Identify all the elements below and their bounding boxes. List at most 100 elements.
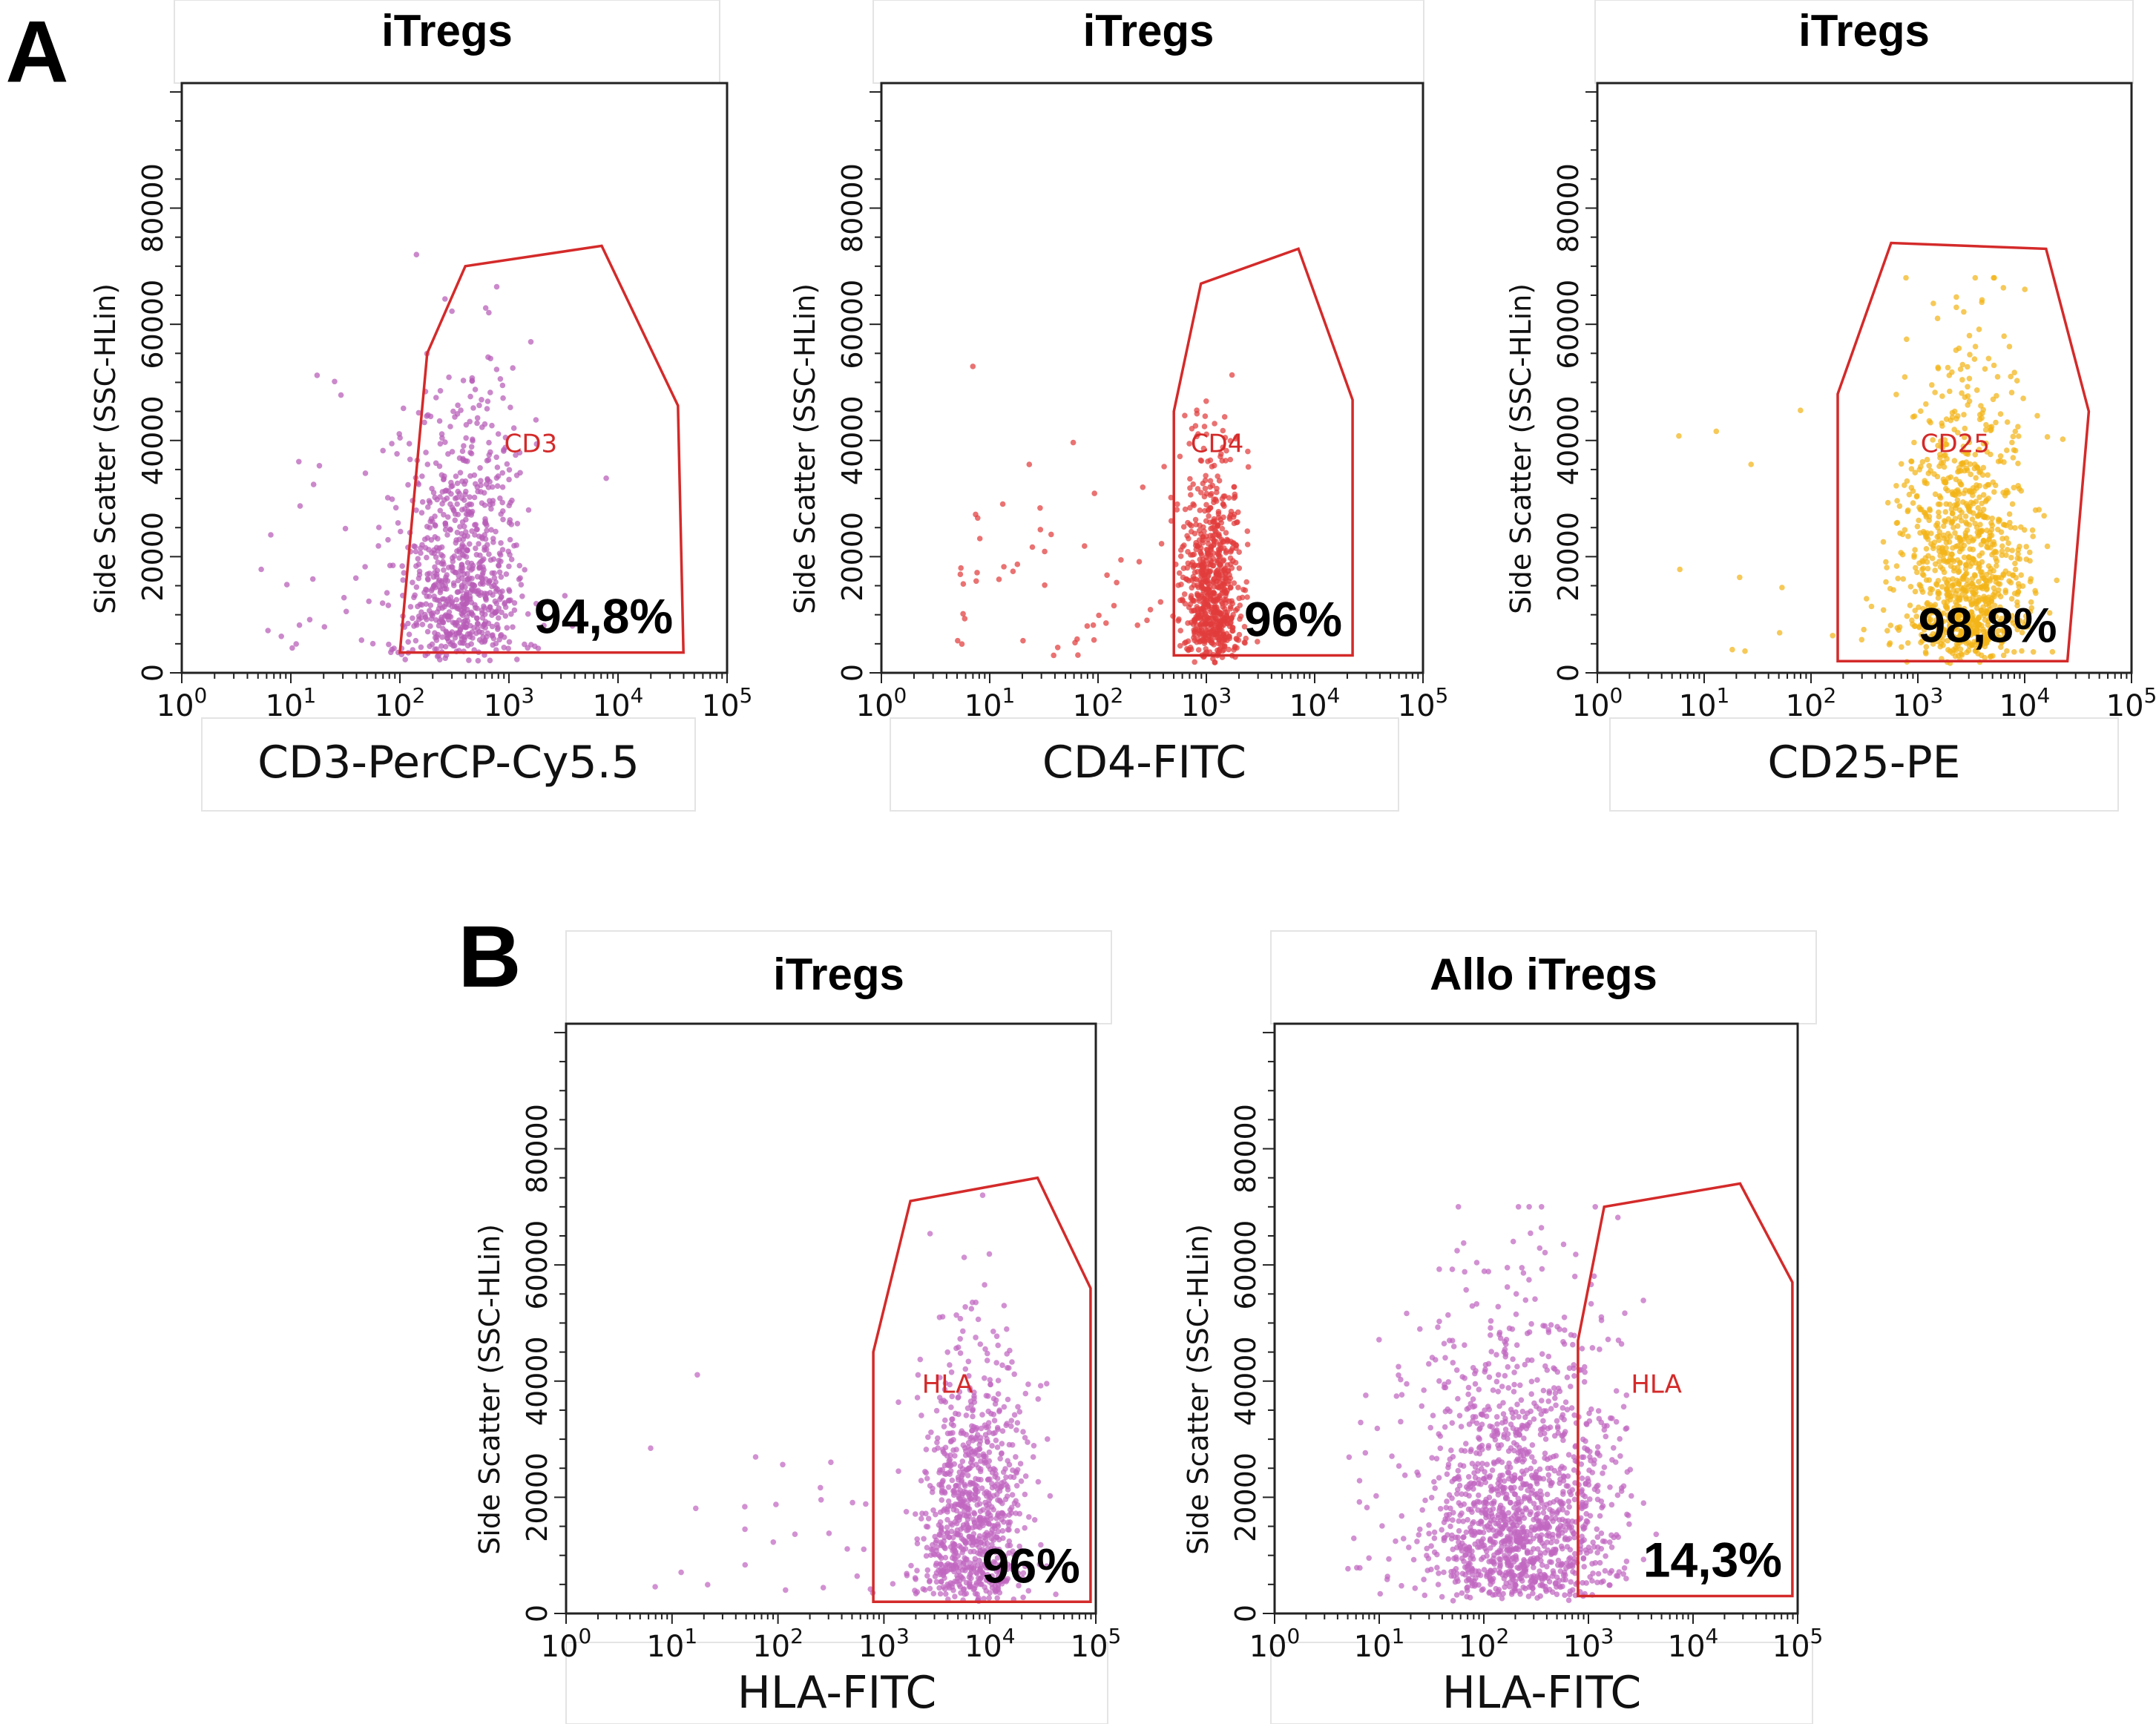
data-point bbox=[752, 1454, 759, 1460]
data-point bbox=[1473, 1260, 1480, 1266]
data-point bbox=[962, 1304, 968, 1310]
data-point bbox=[472, 386, 479, 392]
data-point bbox=[958, 1590, 964, 1596]
data-point bbox=[418, 550, 424, 556]
data-point bbox=[442, 520, 449, 527]
data-point bbox=[525, 645, 530, 651]
data-point bbox=[321, 624, 328, 630]
data-point bbox=[982, 1375, 987, 1381]
data-point bbox=[993, 1397, 999, 1404]
data-point bbox=[1924, 559, 1930, 565]
data-point bbox=[1212, 605, 1217, 611]
data-point bbox=[1207, 484, 1213, 490]
data-point bbox=[471, 494, 478, 501]
data-point bbox=[1907, 584, 1914, 590]
data-point bbox=[1014, 1420, 1021, 1426]
data-point bbox=[1985, 355, 1992, 362]
data-point bbox=[2016, 433, 2022, 439]
data-point bbox=[1232, 559, 1239, 566]
data-point bbox=[436, 584, 443, 590]
data-point bbox=[1951, 608, 1957, 614]
data-point bbox=[949, 1393, 955, 1400]
data-point bbox=[1995, 628, 2002, 634]
panel-label-a: A bbox=[5, 3, 68, 101]
data-point bbox=[380, 447, 386, 454]
data-point bbox=[468, 510, 475, 516]
data-point bbox=[1954, 487, 1961, 493]
data-point bbox=[1947, 624, 1953, 630]
data-point bbox=[2009, 439, 2015, 446]
data-point bbox=[949, 1584, 956, 1590]
data-point bbox=[1540, 1475, 1547, 1482]
data-point bbox=[970, 1480, 976, 1487]
data-point bbox=[1227, 438, 1234, 444]
data-point bbox=[694, 1372, 700, 1378]
data-point bbox=[995, 1378, 1002, 1384]
data-point bbox=[505, 645, 511, 651]
data-point bbox=[496, 557, 502, 564]
data-point bbox=[459, 575, 465, 582]
data-point bbox=[1211, 584, 1217, 590]
data-point bbox=[927, 1483, 933, 1489]
data-point bbox=[1964, 577, 1971, 583]
data-point bbox=[1001, 1404, 1008, 1410]
data-point bbox=[1215, 532, 1221, 539]
data-point bbox=[1478, 1521, 1484, 1527]
data-point bbox=[417, 602, 424, 608]
data-point bbox=[1538, 1225, 1545, 1231]
gate-label: CD25 bbox=[1921, 429, 1990, 458]
data-point bbox=[1185, 519, 1191, 526]
data-point bbox=[1255, 639, 1261, 645]
data-point bbox=[1737, 574, 1743, 581]
data-point bbox=[306, 616, 313, 623]
data-point bbox=[1640, 1297, 1646, 1303]
data-point bbox=[1182, 601, 1189, 607]
data-point bbox=[1560, 1507, 1566, 1513]
data-point bbox=[390, 562, 396, 568]
data-point bbox=[1203, 620, 1209, 626]
data-point bbox=[993, 1333, 1000, 1340]
data-point bbox=[1498, 1548, 1504, 1555]
data-point bbox=[1986, 600, 1992, 606]
data-point bbox=[2029, 527, 2036, 533]
data-point bbox=[1221, 596, 1227, 603]
data-point bbox=[375, 543, 381, 549]
data-point bbox=[930, 1551, 937, 1557]
data-point bbox=[493, 283, 500, 290]
data-point bbox=[467, 393, 473, 400]
data-point bbox=[1976, 483, 1982, 489]
data-point bbox=[982, 1282, 987, 1288]
data-point bbox=[1926, 463, 1932, 469]
data-point bbox=[1512, 1475, 1518, 1481]
data-point bbox=[468, 444, 475, 450]
data-point bbox=[980, 1522, 986, 1529]
y-tick-label: 0 bbox=[1552, 664, 1585, 682]
data-point bbox=[1195, 585, 1201, 590]
data-point bbox=[466, 657, 472, 663]
data-point bbox=[927, 1585, 933, 1592]
data-point bbox=[419, 499, 426, 505]
data-point bbox=[1950, 524, 1956, 530]
data-point bbox=[1887, 640, 1893, 646]
data-point bbox=[441, 561, 447, 567]
data-point bbox=[1488, 1349, 1494, 1355]
data-point bbox=[1573, 1251, 1579, 1257]
data-point bbox=[1526, 1494, 1532, 1501]
data-point bbox=[1962, 562, 1969, 567]
data-point bbox=[497, 376, 504, 382]
data-point bbox=[1447, 1523, 1453, 1530]
data-point bbox=[1184, 576, 1190, 582]
y-tick-label: 60000 bbox=[1552, 280, 1585, 369]
data-point bbox=[1244, 594, 1250, 600]
data-point bbox=[1554, 1591, 1560, 1597]
data-point bbox=[957, 1336, 963, 1342]
data-point bbox=[410, 615, 415, 622]
data-point bbox=[1904, 336, 1910, 343]
data-point bbox=[969, 1455, 975, 1462]
data-point bbox=[1480, 1536, 1486, 1542]
data-point bbox=[1554, 1539, 1560, 1544]
data-point bbox=[973, 1435, 979, 1441]
data-point bbox=[1968, 602, 1975, 608]
data-point bbox=[1006, 1550, 1012, 1556]
data-point bbox=[1864, 596, 1870, 602]
